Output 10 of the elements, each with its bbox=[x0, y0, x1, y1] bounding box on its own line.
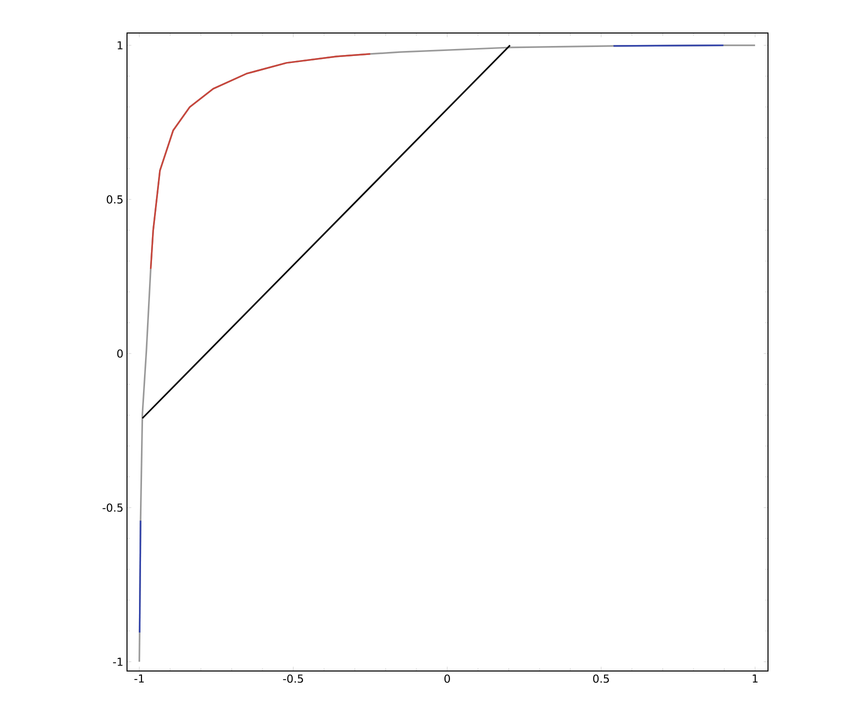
x-tick-label: -0.5 bbox=[283, 674, 303, 683]
y-tick-label: 0.5 bbox=[106, 195, 123, 204]
y-tick-label: -1 bbox=[113, 658, 122, 666]
y-tick-label: 1 bbox=[118, 41, 122, 50]
y-tick-label: 0 bbox=[117, 349, 123, 358]
y-tick-label: -0.5 bbox=[102, 503, 123, 512]
x-tick-label: 0.5 bbox=[593, 674, 609, 683]
x-tick-label: 1 bbox=[752, 674, 758, 682]
x-tick-label: 0 bbox=[444, 674, 450, 683]
x-tick-label: -1 bbox=[134, 674, 144, 682]
